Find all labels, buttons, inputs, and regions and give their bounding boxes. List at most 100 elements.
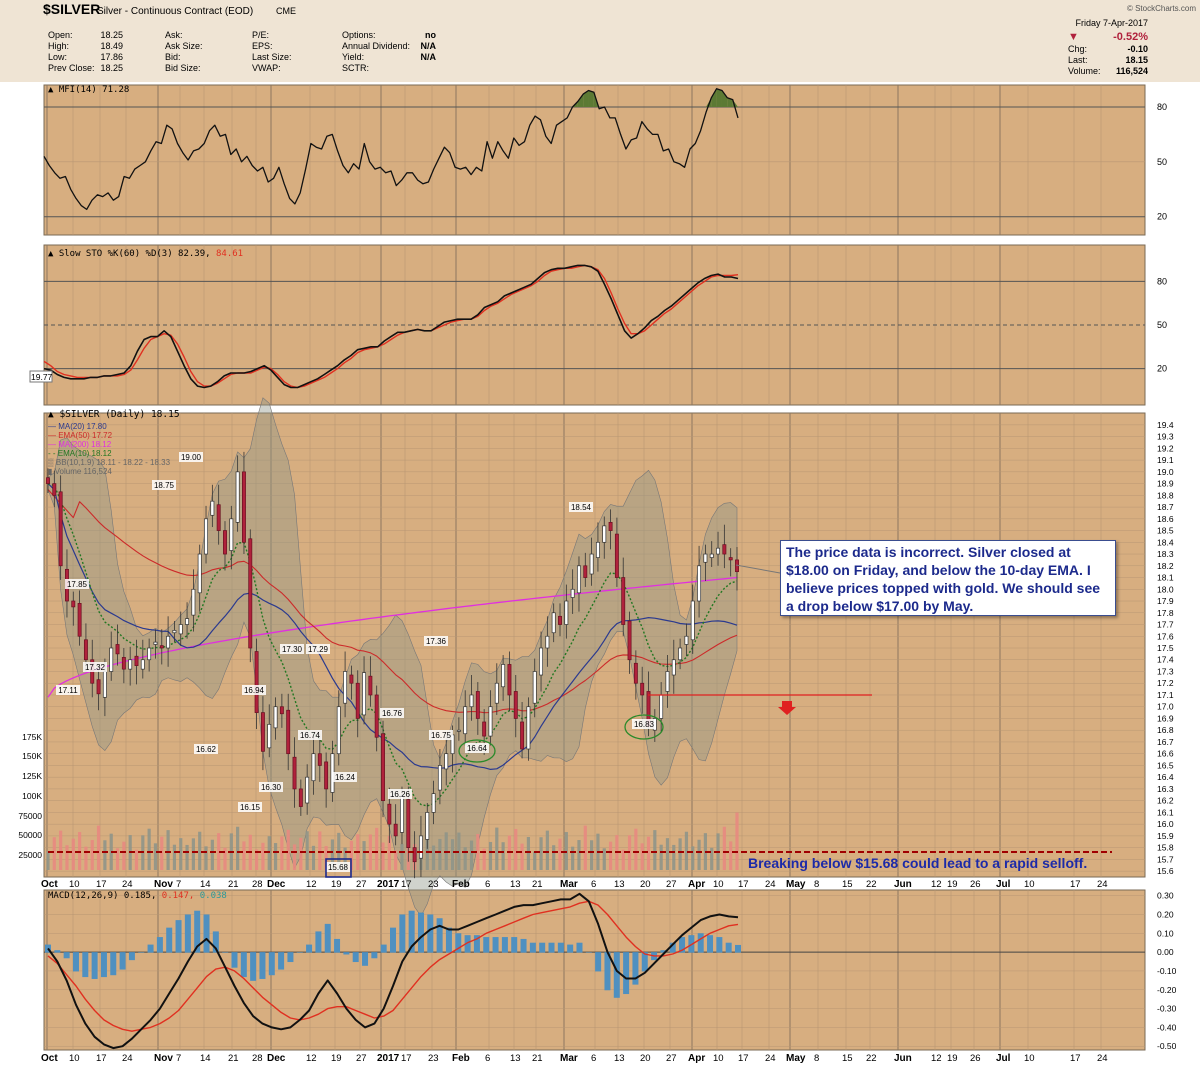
price-label: 15.68 <box>328 863 349 872</box>
macd-histogram-bar <box>240 952 247 978</box>
volume-tick-label: 175K <box>22 732 42 742</box>
volume-bar <box>608 841 613 870</box>
y-tick-label: 0.30 <box>1157 891 1174 901</box>
volume-bar <box>166 830 170 870</box>
candle-body <box>545 635 550 649</box>
candle-body <box>412 847 417 863</box>
macd-histogram-bar <box>147 944 154 953</box>
mfi-overbought-fill <box>588 90 594 107</box>
x-tick-label: Jul <box>996 879 1011 890</box>
circle-marker <box>624 714 664 740</box>
x-tick-label: Jun <box>894 1053 912 1064</box>
volume-tick-label: 125K <box>22 771 42 781</box>
volume-bar <box>672 844 676 870</box>
volume-bar <box>450 839 455 870</box>
x-tick-label: 17 <box>1070 879 1081 890</box>
y-tick-label: 16.2 <box>1157 796 1174 806</box>
candle-body <box>71 600 76 608</box>
x-tick-label: 13 <box>510 879 521 890</box>
macd-histogram-bar <box>464 935 471 953</box>
volume-bar <box>431 845 436 870</box>
volume-bar <box>330 839 335 870</box>
candle-body <box>102 671 107 698</box>
volume-bar <box>665 838 670 870</box>
x-tick-label: 17 <box>96 879 107 890</box>
volume-bar <box>103 840 107 870</box>
volume-bar <box>539 837 543 870</box>
macd-histogram-bar <box>371 952 378 959</box>
macd-histogram-bar <box>716 937 723 953</box>
quote-label: Last: <box>1068 55 1088 65</box>
candle-body <box>488 706 493 737</box>
candle-body <box>469 694 474 708</box>
candle-body <box>437 765 442 791</box>
x-tick-label: 15 <box>842 879 853 890</box>
x-tick-label: 6 <box>485 1053 490 1064</box>
macd-histogram-bar <box>362 952 369 966</box>
macd-histogram-bar <box>212 931 219 953</box>
volume-bar <box>653 830 657 870</box>
volume-bar <box>558 838 562 870</box>
volume-bar <box>463 847 467 870</box>
candle-body <box>362 672 367 716</box>
volume-bar <box>362 841 366 870</box>
macd-histogram-bar <box>138 952 145 953</box>
x-tick-label: Nov <box>154 1053 173 1064</box>
quote-label: Annual Dividend: <box>342 41 410 51</box>
candle-body <box>671 659 676 676</box>
candle-body <box>109 647 114 672</box>
price-label-bg <box>429 730 453 740</box>
macd-histogram-bar <box>203 914 210 953</box>
volume-bar <box>204 846 208 870</box>
callout-pointer <box>735 564 781 574</box>
volume-bar <box>115 848 120 870</box>
macd-histogram-bar <box>166 927 173 953</box>
candle-body <box>577 565 581 594</box>
volume-bar <box>710 847 714 870</box>
candle-body <box>425 812 430 840</box>
x-tick-label: 10 <box>69 879 80 890</box>
candle-body <box>374 694 379 738</box>
y-tick-label: 17.2 <box>1157 678 1174 688</box>
price-label: 18.54 <box>571 503 592 512</box>
candle-body <box>355 682 360 719</box>
candle-body <box>381 733 385 802</box>
macd-histogram-bar <box>483 937 490 953</box>
y-tick-label: 19.1 <box>1157 455 1174 465</box>
volume-bar <box>387 835 391 870</box>
x-tick-label: 23 <box>428 1053 439 1064</box>
candle-body <box>444 753 449 770</box>
panel-mfi <box>43 84 1146 236</box>
low-highlight-box <box>325 858 352 878</box>
y-tick-label: 18.7 <box>1157 502 1174 512</box>
candle-body <box>697 565 702 602</box>
volume-bar <box>533 851 537 870</box>
x-tick-label: 10 <box>1024 1053 1035 1064</box>
quote-value: 18.15 <box>1125 55 1148 65</box>
volume-bar <box>735 812 739 870</box>
candle-body <box>558 615 562 625</box>
price-label-bg <box>179 452 203 462</box>
volume-bar <box>191 838 195 870</box>
macd-histogram-bar <box>390 927 396 953</box>
candle-body <box>532 671 537 704</box>
volume-bar <box>577 840 581 870</box>
x-tick-label: 12 <box>306 1053 317 1064</box>
macd-histogram-bar <box>250 952 257 981</box>
x-tick-label: 8 <box>814 879 819 890</box>
macd-histogram-bar <box>632 952 639 985</box>
x-tick-label: 6 <box>485 879 490 890</box>
macd-histogram-bar <box>91 952 98 979</box>
volume-bar <box>254 849 259 870</box>
price-label: 17.30 <box>282 645 303 654</box>
x-tick-label: 19 <box>331 879 342 890</box>
price-label-bg <box>280 644 304 654</box>
candle-body <box>349 674 354 684</box>
macd-histogram-bar <box>539 942 546 953</box>
macd-histogram-bar <box>669 942 676 953</box>
mfi-overbought-fill <box>716 88 722 107</box>
price-label-bg <box>569 502 593 512</box>
candle-body <box>260 712 265 752</box>
price-label-bg <box>238 802 262 812</box>
price-label: 16.76 <box>382 709 403 718</box>
